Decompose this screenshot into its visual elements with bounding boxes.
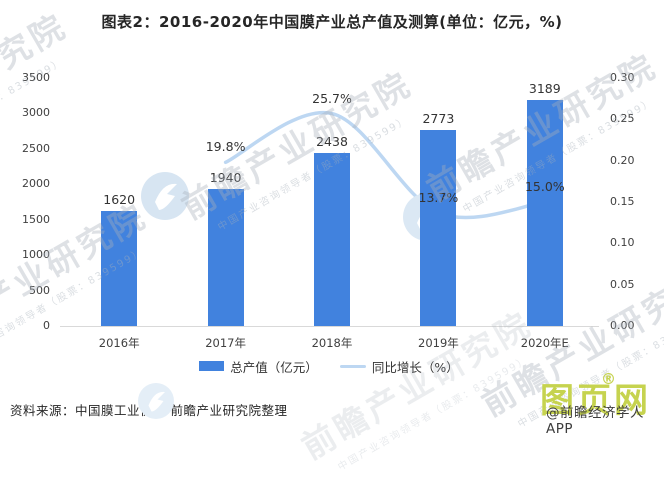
y-axis-left-tick: 0 — [43, 319, 50, 332]
y-axis-left-tick: 2000 — [22, 177, 50, 191]
bar-value-label: 1620 — [103, 192, 136, 208]
legend-label-growth: 同比增长（%） — [371, 359, 459, 375]
y-axis-left-tick: 1500 — [22, 212, 50, 226]
legend-item-growth: 同比增长（%） — [339, 357, 459, 376]
bar-value-label: 3189 — [528, 81, 561, 97]
growth-value-label: 15.0% — [524, 179, 565, 194]
x-axis-label: 2017年 — [205, 336, 246, 350]
bar-2016年 — [101, 211, 138, 326]
x-axis-label: 2019年 — [418, 336, 459, 350]
y-axis-left-tick: 1000 — [22, 248, 50, 262]
x-axis-label: 2016年 — [98, 336, 140, 350]
y-axis-right-tick: 0.10 — [610, 236, 635, 250]
qianzhan-app-credit: @前瞻经济学人APP — [546, 405, 644, 437]
legend: 总产值（亿元） 同比增长（%） — [60, 357, 598, 376]
chart-plot-area: 1620 1940 2438 2773 3189 19.8% 25.7% 13.7% 15.0%… — [22, 71, 635, 350]
growth-line-path — [223, 110, 547, 220]
growth-line — [223, 110, 547, 220]
growth-value-label: 19.8% — [205, 139, 246, 155]
growth-value-label: 25.7% — [312, 90, 352, 106]
chart-title: 图表2：2016-2020年中国膜产业总产值及测算(单位：亿元，%) — [101, 13, 563, 31]
y-axis-right-tick: 0.30 — [610, 71, 635, 84]
bar-2018年 — [314, 153, 350, 326]
y-axis-left-tick: 2500 — [22, 141, 50, 155]
y-axis-left-tick: 500 — [29, 283, 50, 297]
y-axis-right-tick: 0.05 — [610, 277, 635, 291]
bar-value-label: 2438 — [316, 134, 348, 150]
y-axis-right-tick: 0.00 — [610, 319, 635, 332]
bar-2019年 — [420, 129, 457, 326]
growth-value-label: 13.7% — [418, 189, 459, 205]
bar-swatch-icon — [199, 361, 225, 371]
x-axis-line — [60, 326, 599, 327]
y-axis-left-tick: 3500 — [22, 71, 50, 84]
bar-2020年E — [526, 100, 563, 326]
legend-label-output-value: 总产值（亿元） — [230, 359, 318, 375]
x-axis-label: 2018年 — [311, 336, 353, 350]
y-axis-right-tick: 0.15 — [610, 195, 635, 208]
x-axis-label: 2020年E — [520, 336, 569, 350]
tuyewang-logo: 图页网 — [540, 381, 651, 421]
bar-2017年 — [207, 188, 244, 326]
y-axis-left-tick: 3000 — [22, 106, 50, 120]
registered-trademark-icon: ® — [601, 370, 616, 388]
bar-value-label: 1940 — [209, 169, 242, 185]
line-swatch-icon — [339, 364, 366, 368]
source-note: 资料来源：中国膜工业协会 前瞻产业研究院整理 — [10, 403, 288, 418]
y-axis-right-tick: 0.25 — [610, 112, 635, 126]
y-axis-right-tick: 0.20 — [610, 153, 635, 167]
legend-item-output-value: 总产值（亿元） — [199, 357, 318, 376]
bar-value-label: 2773 — [422, 110, 455, 126]
